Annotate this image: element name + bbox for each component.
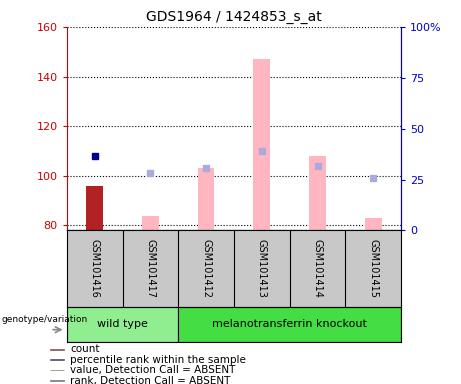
Bar bbox=[86, 186, 103, 230]
Text: GSM101414: GSM101414 bbox=[313, 239, 323, 298]
Text: wild type: wild type bbox=[97, 319, 148, 329]
Text: GSM101413: GSM101413 bbox=[257, 239, 267, 298]
Bar bbox=[254, 59, 270, 230]
Bar bbox=[50, 359, 65, 360]
Text: GSM101415: GSM101415 bbox=[368, 239, 378, 298]
Text: GSM101416: GSM101416 bbox=[90, 239, 100, 298]
Bar bbox=[67, 307, 178, 342]
Text: count: count bbox=[71, 344, 100, 354]
Text: value, Detection Call = ABSENT: value, Detection Call = ABSENT bbox=[71, 365, 236, 375]
Bar bbox=[178, 307, 401, 342]
Text: genotype/variation: genotype/variation bbox=[1, 315, 88, 324]
Text: percentile rank within the sample: percentile rank within the sample bbox=[71, 354, 246, 364]
Bar bbox=[142, 215, 159, 230]
Text: rank, Detection Call = ABSENT: rank, Detection Call = ABSENT bbox=[71, 376, 231, 384]
Title: GDS1964 / 1424853_s_at: GDS1964 / 1424853_s_at bbox=[146, 10, 322, 25]
Text: GSM101417: GSM101417 bbox=[145, 239, 155, 298]
Bar bbox=[365, 218, 382, 230]
Bar bbox=[309, 156, 326, 230]
Text: GSM101412: GSM101412 bbox=[201, 239, 211, 298]
Text: melanotransferrin knockout: melanotransferrin knockout bbox=[212, 319, 367, 329]
Bar bbox=[198, 168, 214, 230]
